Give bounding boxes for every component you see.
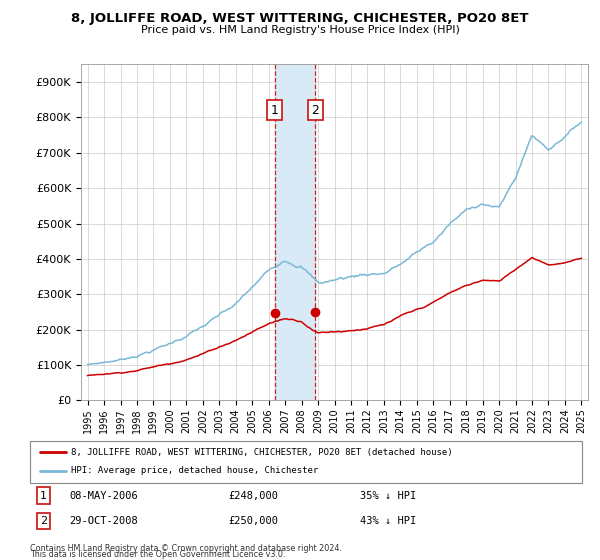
Text: 43% ↓ HPI: 43% ↓ HPI xyxy=(360,516,416,526)
Text: 8, JOLLIFFE ROAD, WEST WITTERING, CHICHESTER, PO20 8ET (detached house): 8, JOLLIFFE ROAD, WEST WITTERING, CHICHE… xyxy=(71,448,453,457)
Text: HPI: Average price, detached house, Chichester: HPI: Average price, detached house, Chic… xyxy=(71,466,319,475)
Text: £250,000: £250,000 xyxy=(228,516,278,526)
Text: 29-OCT-2008: 29-OCT-2008 xyxy=(69,516,138,526)
Text: Price paid vs. HM Land Registry's House Price Index (HPI): Price paid vs. HM Land Registry's House … xyxy=(140,25,460,35)
FancyBboxPatch shape xyxy=(30,441,582,483)
Text: 35% ↓ HPI: 35% ↓ HPI xyxy=(360,491,416,501)
Text: 2: 2 xyxy=(40,516,47,526)
Text: 2: 2 xyxy=(311,104,319,117)
Text: Contains HM Land Registry data © Crown copyright and database right 2024.: Contains HM Land Registry data © Crown c… xyxy=(30,544,342,553)
Bar xyxy=(275,64,315,400)
Text: 08-MAY-2006: 08-MAY-2006 xyxy=(69,491,138,501)
Text: This data is licensed under the Open Government Licence v3.0.: This data is licensed under the Open Gov… xyxy=(30,550,286,559)
Text: 1: 1 xyxy=(40,491,47,501)
Text: £248,000: £248,000 xyxy=(228,491,278,501)
Text: 8, JOLLIFFE ROAD, WEST WITTERING, CHICHESTER, PO20 8ET: 8, JOLLIFFE ROAD, WEST WITTERING, CHICHE… xyxy=(71,12,529,25)
Text: 1: 1 xyxy=(271,104,278,117)
